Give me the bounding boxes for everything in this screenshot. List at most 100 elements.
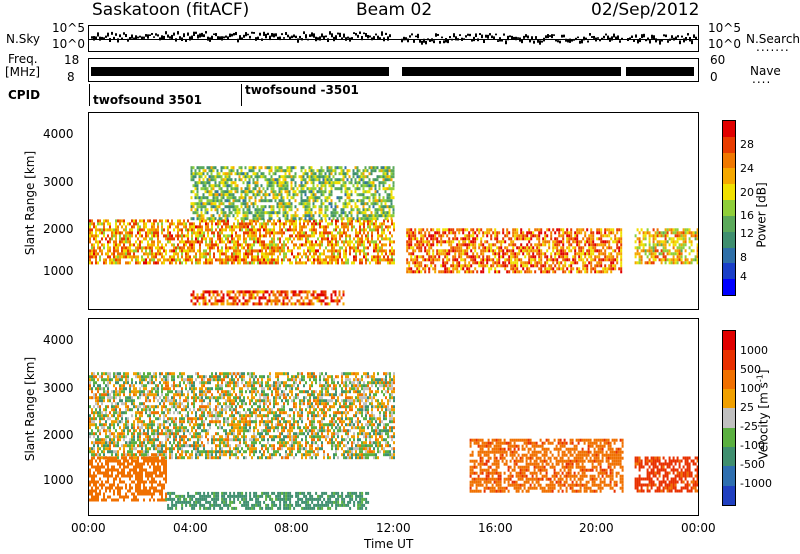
power-cell [313, 258, 315, 262]
power-cell [189, 246, 191, 250]
power-cell [337, 252, 339, 256]
power-cell [242, 175, 245, 179]
power-cell [269, 228, 271, 232]
power-cell [268, 178, 271, 182]
power-cell [280, 166, 283, 170]
power-cell [117, 258, 119, 262]
power-cell [340, 172, 343, 176]
power-cell [248, 184, 251, 188]
power-cell [254, 296, 257, 300]
power-cell [296, 187, 299, 191]
power-cell [341, 219, 343, 223]
velocity-cell [111, 441, 113, 445]
power-cell [332, 175, 335, 179]
power-cell [544, 255, 547, 259]
power-cell [316, 299, 319, 303]
power-cell [95, 231, 97, 235]
power-cell [252, 293, 255, 297]
power-cell [263, 243, 265, 247]
power-cell [363, 252, 365, 256]
power-cell [196, 299, 199, 303]
power-cell [215, 243, 217, 247]
power-cell [220, 208, 223, 212]
power-cell [416, 243, 419, 247]
power-cell [379, 234, 381, 238]
power-cell [218, 181, 221, 185]
power-cell [356, 211, 359, 215]
power-cell [616, 261, 619, 265]
power-cell [478, 231, 481, 235]
power-cell [374, 202, 377, 206]
power-cell [274, 193, 277, 197]
power-cell [216, 175, 219, 179]
power-cell [348, 187, 351, 191]
power-cell [452, 264, 455, 268]
power-cell [224, 217, 227, 221]
power-cell [420, 261, 423, 265]
power-cell [528, 249, 531, 253]
noise-point [295, 35, 297, 39]
power-cell [374, 199, 377, 203]
power-cell [259, 249, 261, 253]
power-cell [238, 208, 241, 212]
power-cell [486, 255, 489, 259]
power-cell [198, 217, 201, 221]
power-cell [319, 258, 321, 262]
power-cell [392, 166, 395, 170]
power-cell [111, 258, 113, 262]
power-cell [237, 234, 239, 238]
noise-point [325, 35, 327, 38]
power-cell [357, 219, 359, 223]
power-cell [300, 181, 303, 185]
power-cell [349, 246, 351, 250]
power-cell [324, 302, 327, 306]
power-cell [244, 290, 247, 294]
power-cell [327, 237, 329, 241]
power-cell [213, 243, 215, 247]
power-cell [320, 172, 323, 176]
power-cell [335, 240, 337, 244]
power-cell [202, 296, 205, 300]
power-cell [282, 290, 285, 294]
noise-point [195, 31, 197, 34]
power-cell [337, 225, 339, 229]
power-cell [95, 261, 97, 265]
velocity-cell [125, 381, 127, 385]
power-cell [576, 240, 579, 244]
power-cell [560, 255, 563, 259]
power-cell [488, 267, 491, 271]
power-cell [225, 237, 227, 241]
power-cell [356, 187, 359, 191]
power-cell [534, 264, 537, 268]
power-cell [273, 225, 275, 229]
velocity-cell [113, 372, 115, 376]
power-cell [355, 234, 357, 238]
power-cell [244, 166, 247, 170]
velocity-cell [95, 453, 97, 457]
power-cell [470, 264, 473, 268]
power-cell [314, 199, 317, 203]
power-cell [380, 208, 383, 212]
power-cell [444, 228, 447, 232]
power-cell [161, 261, 163, 265]
power-cell [185, 249, 187, 253]
power-cell [556, 258, 559, 262]
power-cell [278, 199, 281, 203]
power-cell [534, 234, 537, 238]
power-cell [330, 169, 333, 173]
power-cell [386, 205, 389, 209]
freq-band [626, 67, 694, 76]
power-cell [121, 240, 123, 244]
power-cell [340, 166, 343, 170]
power-cell [410, 270, 413, 274]
power-cell [452, 246, 455, 250]
power-cell [261, 225, 263, 229]
power-cell [357, 231, 359, 235]
power-cell [273, 246, 275, 250]
power-cell [230, 178, 233, 182]
power-cell [323, 228, 325, 232]
power-cell [383, 237, 385, 241]
power-cell [310, 299, 313, 303]
power-cell [390, 169, 393, 173]
power-cell [252, 178, 255, 182]
